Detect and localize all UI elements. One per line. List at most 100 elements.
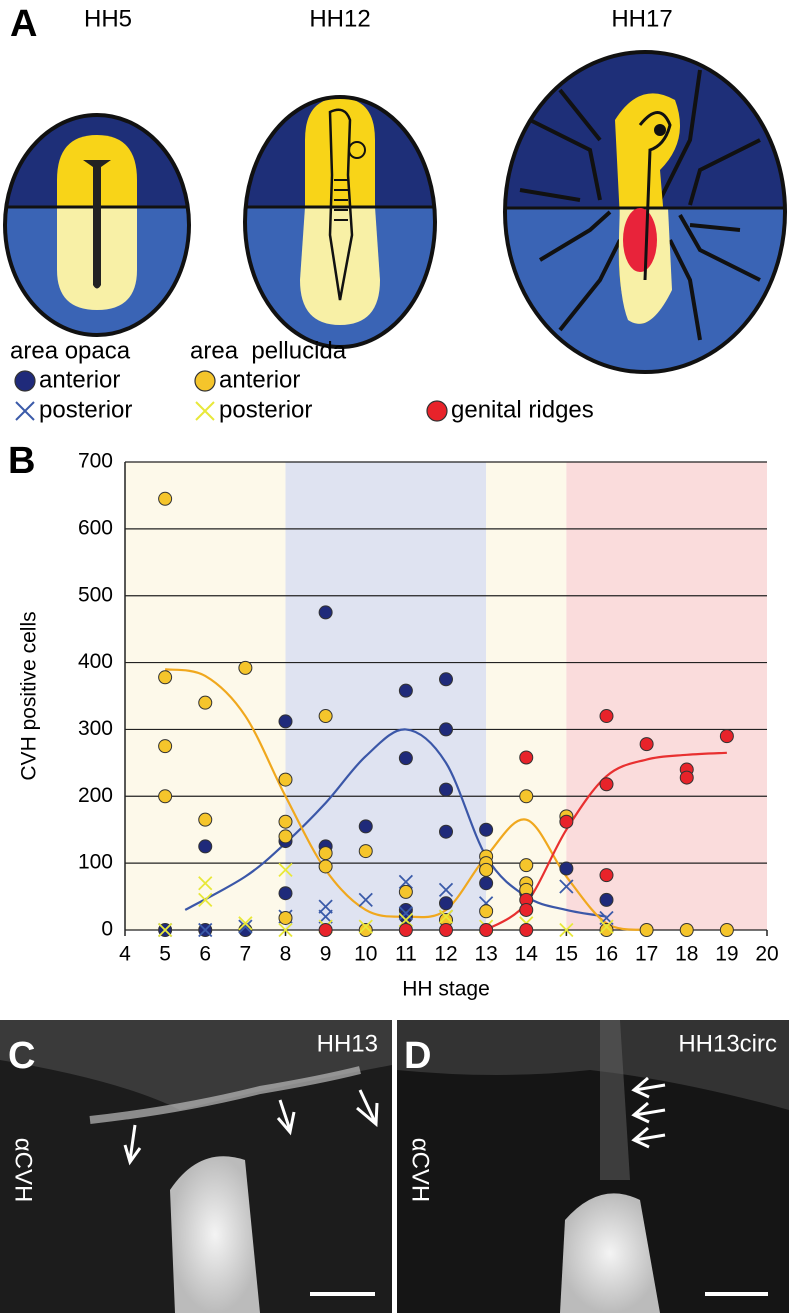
outline bbox=[503, 50, 787, 374]
marker-dot bbox=[439, 824, 453, 839]
marker-dot bbox=[479, 923, 494, 937]
embryo-hh12 bbox=[245, 97, 435, 347]
stain-label: αCVH bbox=[407, 1138, 434, 1203]
marker-dot bbox=[479, 904, 494, 919]
marker-x bbox=[599, 919, 614, 934]
legend-marker bbox=[15, 401, 35, 421]
marker-dot bbox=[278, 772, 293, 787]
y-tick-label: 100 bbox=[78, 851, 113, 874]
marker-dot bbox=[599, 777, 614, 792]
marker-dot bbox=[639, 923, 654, 937]
band bbox=[566, 462, 767, 930]
marker-x bbox=[238, 916, 253, 931]
marker-x bbox=[198, 876, 213, 891]
marker-dot bbox=[519, 789, 534, 804]
x-tick-label: 4 bbox=[119, 943, 131, 966]
marker-dot bbox=[479, 876, 494, 891]
marker-dot bbox=[479, 822, 494, 837]
marker-dot bbox=[639, 737, 654, 752]
marker-dot bbox=[479, 862, 494, 877]
marker-dot bbox=[158, 670, 173, 685]
x-tick-label: 10 bbox=[354, 943, 377, 966]
marker-dot bbox=[358, 923, 373, 937]
marker-dot bbox=[439, 672, 453, 687]
marker-dot bbox=[679, 923, 694, 937]
marker-dot bbox=[519, 750, 534, 765]
legend-group: area pellucida bbox=[190, 337, 347, 364]
marker-dot bbox=[198, 812, 213, 827]
panel-label: D bbox=[404, 1035, 431, 1077]
marker-dot bbox=[198, 695, 213, 710]
marker-x bbox=[559, 922, 574, 938]
marker-x bbox=[559, 879, 574, 894]
marker-dot bbox=[599, 868, 614, 883]
legend-label: posterior bbox=[219, 396, 312, 423]
y-tick-label: 500 bbox=[78, 583, 113, 606]
y-axis-label: CVH positive cells bbox=[18, 611, 41, 780]
marker-dot bbox=[719, 923, 734, 937]
y-tick-label: 700 bbox=[78, 450, 113, 473]
embryo-hh5 bbox=[5, 115, 189, 335]
marker-x bbox=[318, 899, 333, 914]
stain-label: αCVH bbox=[10, 1138, 37, 1203]
legend-marker bbox=[194, 370, 216, 392]
legend-group: area opaca bbox=[10, 337, 131, 364]
marker-x bbox=[318, 909, 333, 924]
legend-label: anterior bbox=[39, 366, 120, 393]
x-tick-label: 8 bbox=[280, 943, 292, 966]
marker-dot bbox=[519, 858, 534, 873]
x-tick-label: 7 bbox=[240, 943, 252, 966]
marker-dot bbox=[599, 709, 614, 724]
marker-dot bbox=[398, 923, 413, 937]
marker-x bbox=[398, 912, 414, 928]
marker-x bbox=[278, 922, 293, 938]
x-tick-label: 9 bbox=[320, 943, 332, 966]
marker-dot bbox=[559, 861, 574, 876]
trend-line bbox=[184, 728, 607, 918]
marker-dot bbox=[158, 789, 173, 804]
marker-dot bbox=[318, 709, 333, 724]
legend-marker bbox=[195, 401, 215, 421]
x-tick-label: 18 bbox=[675, 943, 698, 966]
marker-dot bbox=[398, 683, 413, 698]
marker-dot bbox=[439, 782, 453, 797]
marker-dot bbox=[519, 902, 534, 917]
panel-label: B bbox=[8, 440, 35, 482]
marker-dot bbox=[278, 829, 293, 844]
marker-dot bbox=[599, 923, 614, 937]
marker-dot bbox=[278, 814, 293, 829]
x-tick-label: 13 bbox=[474, 943, 497, 966]
marker-dot bbox=[238, 660, 253, 675]
y-tick-label: 0 bbox=[101, 918, 113, 941]
marker-x bbox=[438, 909, 454, 924]
micrograph-d bbox=[397, 1020, 789, 1313]
band bbox=[486, 462, 567, 930]
x-tick-label: 16 bbox=[595, 943, 618, 966]
marker-dot bbox=[318, 605, 333, 620]
marker-dot bbox=[278, 886, 293, 901]
y-tick-label: 300 bbox=[78, 717, 113, 740]
marker-dot bbox=[198, 839, 213, 854]
x-axis-label: HH stage bbox=[402, 978, 490, 1001]
marker-dot bbox=[358, 819, 373, 834]
marker-dot bbox=[398, 751, 413, 766]
x-tick-label: 6 bbox=[199, 943, 211, 966]
marker-dot bbox=[318, 846, 333, 861]
x-tick-label: 11 bbox=[395, 943, 417, 966]
legend-label: posterior bbox=[39, 396, 132, 423]
marker-dot bbox=[278, 714, 293, 729]
marker-dot bbox=[439, 923, 453, 937]
stage-label: HH5 bbox=[84, 5, 132, 32]
marker-x bbox=[398, 874, 414, 889]
marker-dot bbox=[439, 722, 453, 737]
panel-label: C bbox=[8, 1035, 35, 1077]
stage-label: HH17 bbox=[611, 5, 672, 32]
marker-dot bbox=[318, 859, 333, 874]
marker-x bbox=[398, 906, 414, 921]
marker-x bbox=[358, 892, 373, 908]
x-tick-label: 17 bbox=[635, 943, 658, 966]
marker-dot bbox=[278, 910, 293, 925]
marker-dot bbox=[519, 923, 534, 937]
x-tick-label: 15 bbox=[555, 943, 578, 966]
